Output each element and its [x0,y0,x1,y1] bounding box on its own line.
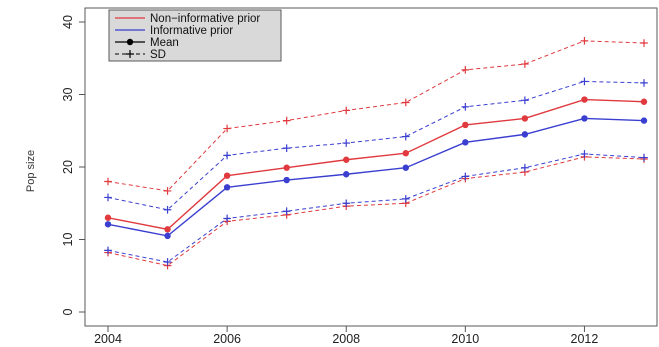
data-point [461,103,470,111]
x-tick-label: 2012 [571,332,599,346]
data-point [342,106,351,115]
legend-label: Informative prior [150,25,233,37]
data-point [164,226,171,233]
data-point [163,258,172,266]
data-point [401,195,410,203]
y-tick-label: 40 [61,15,75,29]
data-point [401,98,410,107]
data-point [521,60,529,68]
data-point [640,79,648,87]
data-point [343,171,350,178]
data-point [640,117,648,124]
series-3 [104,115,648,240]
data-point [402,150,409,157]
y-tick-label: 10 [61,233,75,247]
data-point [580,37,589,45]
data-point [521,163,529,172]
x-tick-label: 2008 [332,332,360,346]
y-tick-label: 20 [61,160,75,174]
series-line [107,117,645,237]
y-tick-label: 30 [61,88,75,102]
series-1 [104,37,648,195]
y-tick-label: 0 [61,308,75,315]
legend-label: Mean [150,37,179,49]
series-5 [104,150,648,266]
data-point [283,176,290,184]
data-point [640,153,648,162]
data-point [580,77,589,86]
data-point [223,172,231,179]
legend-entry: Informative prior [115,25,233,37]
data-point [461,66,470,74]
data-point [342,139,351,147]
data-point [223,151,231,160]
data-point [640,98,648,105]
legend-entry: Non−informative prior [115,13,260,25]
data-point [104,221,112,228]
legend-entry: Mean [115,37,179,49]
data-point [223,184,231,191]
data-point [104,177,112,186]
data-point [581,115,588,122]
data-point [640,39,648,47]
series-line [107,156,645,267]
data-point [223,124,231,133]
series-0 [104,96,648,233]
data-point [104,193,112,202]
series-line [107,40,645,192]
data-point [462,121,469,129]
series-line [107,98,645,231]
legend-label: Non−informative prior [150,13,260,25]
data-point [282,207,291,216]
data-point [521,115,529,122]
axes: 2004 2006 2008 2010 2012 0 10 20 30 40 [61,15,598,346]
data-point [461,172,470,181]
data-point [342,199,351,208]
data-point [462,139,469,146]
legend-entry: SD [115,49,166,61]
data-point [282,144,291,152]
x-tick-label: 2004 [94,332,122,346]
data-point [223,214,231,223]
data-point [104,246,112,255]
data-point [401,132,410,141]
data-point [283,164,290,171]
legend-marker [126,50,134,58]
data-point [402,164,409,171]
data-point [282,116,291,125]
data-point [104,214,112,221]
x-tick-label: 2006 [213,332,241,346]
series-layer [104,37,648,270]
legend-label: SD [150,49,166,61]
data-point [163,205,172,214]
y-axis-label: Pop size [25,150,37,192]
data-point [521,131,529,138]
series-4 [104,77,648,214]
data-point [164,232,171,240]
data-point [521,96,529,105]
data-point [163,187,172,195]
data-point [580,150,589,158]
series-line [107,80,645,211]
data-point [343,156,350,163]
legend-marker [126,38,134,46]
data-point [581,96,588,103]
x-tick-label: 2010 [451,332,479,346]
